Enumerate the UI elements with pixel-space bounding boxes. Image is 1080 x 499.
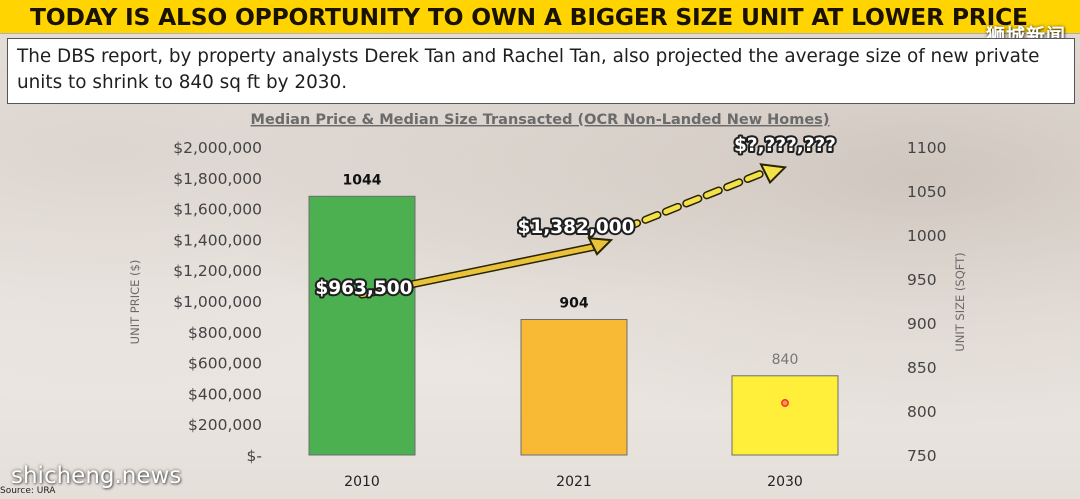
bar <box>731 375 839 456</box>
watermark-site: shicheng.news <box>11 463 182 489</box>
y-tick-label: $200,000 <box>188 416 262 434</box>
title-banner: TODAY IS ALSO OPPORTUNITY TO OWN A BIGGE… <box>0 0 1080 33</box>
bar-data-label: 904 <box>559 295 588 311</box>
y2-tick-label: 850 <box>907 359 937 377</box>
y2-tick-label: 950 <box>907 271 937 289</box>
y-tick-label: $1,400,000 <box>173 231 262 249</box>
y2-tick-label: 1000 <box>907 227 946 245</box>
chart-title: Median Price & Median Size Transacted (O… <box>251 112 830 128</box>
projection-arrow-head <box>759 163 788 185</box>
y-tick-label: $1,800,000 <box>173 170 262 188</box>
projection-arrow <box>622 167 773 231</box>
note-box: The DBS report, by property analysts Der… <box>7 38 1075 104</box>
x-tick-label: 2030 <box>767 474 803 490</box>
y-tick-label: $- <box>247 447 262 465</box>
y2-axis-title: UNIT SIZE (SQFT) <box>953 252 967 351</box>
y-tick-label: $400,000 <box>188 385 262 403</box>
price-label-2010: $963,500 <box>315 278 412 299</box>
y-tick-label: $800,000 <box>188 324 262 342</box>
source-note: Source: URA <box>0 486 56 496</box>
page-title: TODAY IS ALSO OPPORTUNITY TO OWN A BIGGE… <box>30 2 1028 31</box>
bar <box>308 195 416 456</box>
x-tick-label: 2021 <box>556 474 592 490</box>
y-tick-label: $2,000,000 <box>173 139 262 157</box>
bar-data-label: 1044 <box>343 172 382 188</box>
price-arrow <box>359 243 600 298</box>
x-tick-label: 2010 <box>344 474 380 490</box>
y2-tick-label: 1050 <box>907 183 946 201</box>
price-label-2021: $1,382,000 <box>517 217 634 238</box>
y-tick-label: $1,000,000 <box>173 293 262 311</box>
y2-tick-label: 900 <box>907 315 937 333</box>
note-text: The DBS report, by property analysts Der… <box>17 46 1040 93</box>
y-tick-label: $1,600,000 <box>173 201 262 219</box>
price-label-2030: $?,???,??? <box>734 135 836 156</box>
y2-tick-label: 1100 <box>907 139 946 157</box>
y2-tick-label: 750 <box>907 447 937 465</box>
y-tick-label: $600,000 <box>188 355 262 373</box>
bar <box>520 318 628 456</box>
bar-data-label: 840 <box>772 352 799 368</box>
y-axis-title: UNIT PRICE ($) <box>128 260 142 345</box>
price-arrow-head <box>587 237 614 256</box>
y2-tick-label: 800 <box>907 403 937 421</box>
marker-dot <box>781 399 789 407</box>
y-tick-label: $1,200,000 <box>173 262 262 280</box>
